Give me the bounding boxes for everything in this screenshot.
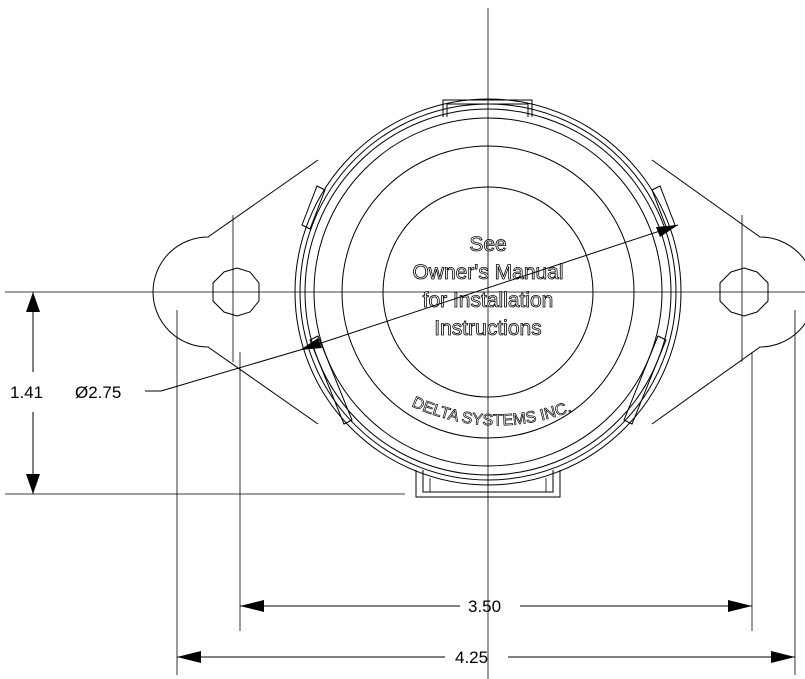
overall-width-dimension [176, 310, 796, 675]
brand-text: DELTA SYSTEMS INC. [409, 394, 573, 429]
height-dimension [5, 292, 405, 495]
mounting-flange-outline [152, 159, 805, 425]
right-mounting-hole [719, 267, 769, 317]
label-line-1: See [469, 233, 506, 256]
top-left-latch [301, 185, 326, 230]
left-latch [309, 335, 353, 425]
hole-spacing-text: 3.50 [468, 597, 501, 616]
diameter-dimension-text: Ø2.75 [75, 383, 121, 402]
top-tab [442, 99, 533, 117]
installation-label: See Owner's Manual for Installation Inst… [412, 233, 564, 341]
hole-spacing-dimension [239, 352, 753, 631]
diameter-leader [145, 224, 679, 392]
left-mounting-hole [212, 267, 260, 317]
label-line-2: Owner's Manual [412, 261, 563, 284]
housing-circles [294, 98, 682, 486]
bottom-connector [415, 470, 561, 498]
right-latch [623, 335, 667, 425]
overall-width-text: 4.25 [455, 648, 488, 667]
height-dimension-text: 1.41 [10, 383, 43, 402]
label-line-3: for Installation [423, 289, 554, 312]
top-right-latch [651, 185, 676, 230]
label-line-4: Instructions [434, 317, 541, 340]
